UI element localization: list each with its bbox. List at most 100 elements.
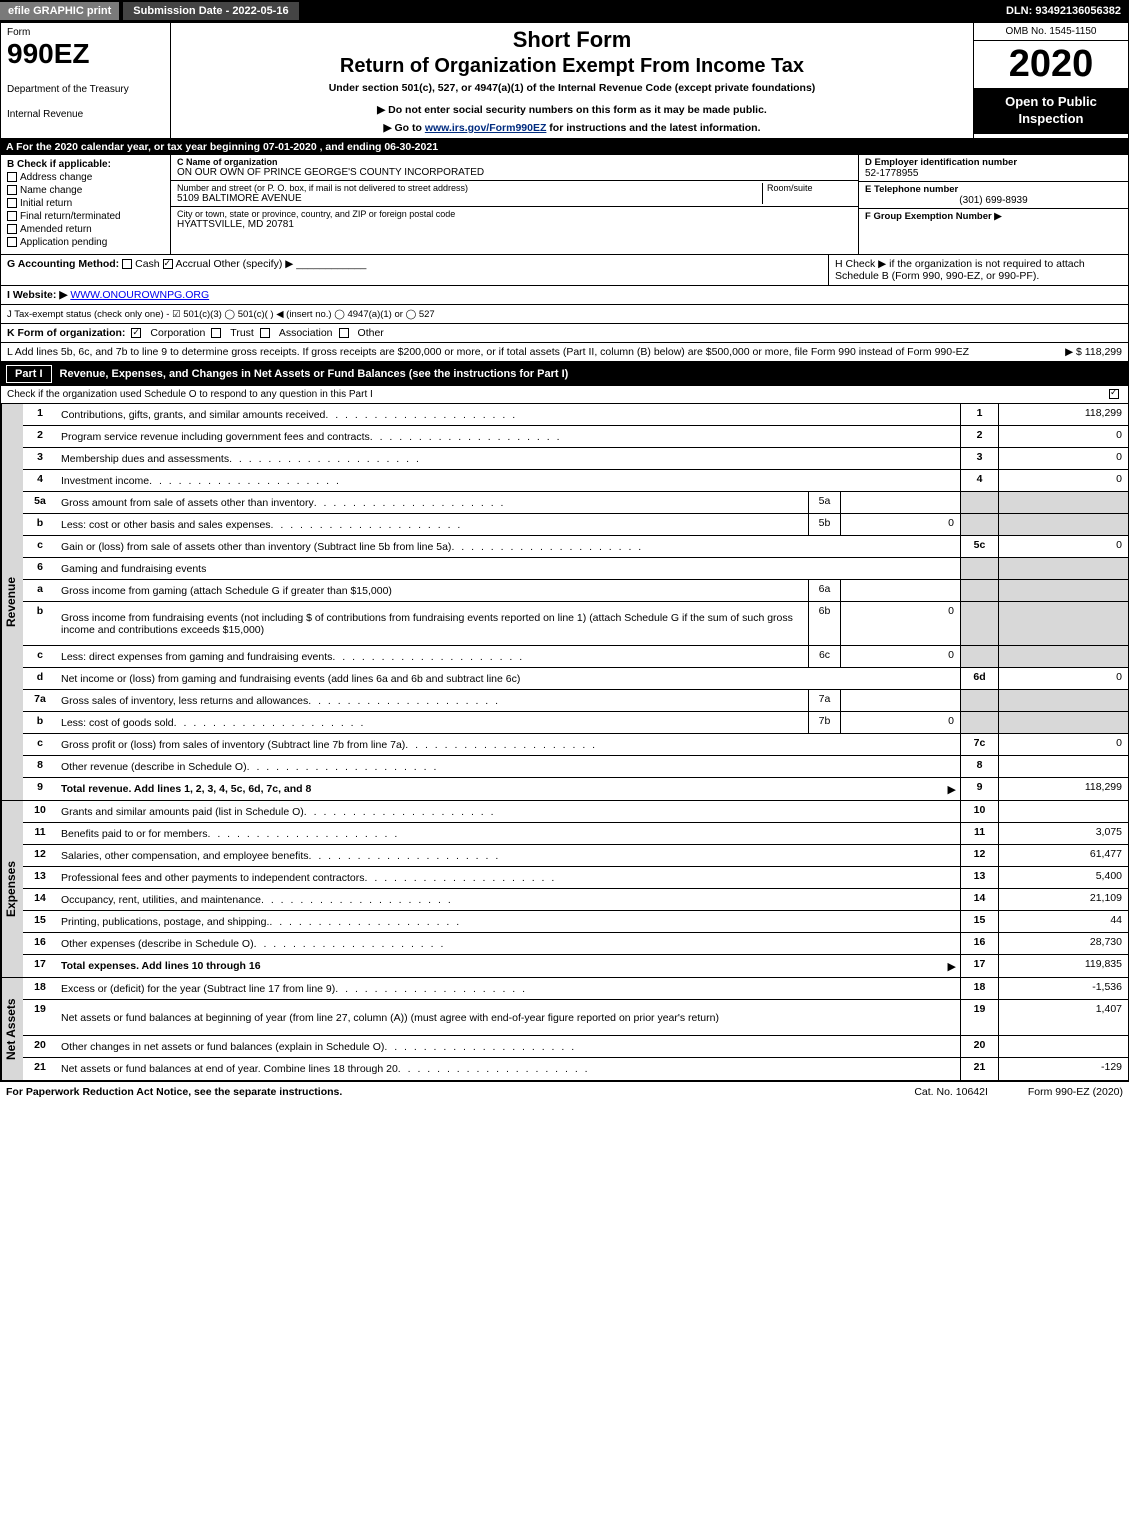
box-c-street: Number and street (or P. O. box, if mail… xyxy=(171,181,858,207)
box-c-name: C Name of organization ON OUR OWN OF PRI… xyxy=(171,155,858,181)
netassets-table: Net Assets 18Excess or (deficit) for the… xyxy=(0,978,1129,1081)
row-13: 13Professional fees and other payments t… xyxy=(23,867,1128,889)
line-l: L Add lines 5b, 6c, and 7b to line 9 to … xyxy=(0,343,1129,362)
row-15: 15Printing, publications, postage, and s… xyxy=(23,911,1128,933)
chk-application-pending[interactable]: Application pending xyxy=(7,237,164,248)
accrual-label: Accrual xyxy=(176,258,211,270)
box-b-title: B Check if applicable: xyxy=(7,159,164,170)
group-label: F Group Exemption Number ▶ xyxy=(865,211,1122,222)
chk-cash[interactable] xyxy=(122,259,132,269)
room-label: Room/suite xyxy=(767,183,852,193)
org-city: HYATTSVILLE, MD 20781 xyxy=(177,219,294,230)
row-12: 12Salaries, other compensation, and empl… xyxy=(23,845,1128,867)
expenses-side-label: Expenses xyxy=(1,801,23,977)
efile-print-label[interactable]: efile GRAPHIC print xyxy=(0,2,119,20)
corp-label: Corporation xyxy=(150,327,205,339)
open-inspection: Open to Public Inspection xyxy=(974,88,1128,134)
row-7a: 7aGross sales of inventory, less returns… xyxy=(23,690,1128,712)
row-8: 8Other revenue (describe in Schedule O)8 xyxy=(23,756,1128,778)
ssn-note: ▶ Do not enter social security numbers o… xyxy=(179,104,965,116)
expenses-body: 10Grants and similar amounts paid (list … xyxy=(23,801,1128,977)
chk-association[interactable] xyxy=(260,328,270,338)
row-2: 2Program service revenue including gover… xyxy=(23,426,1128,448)
box-b: B Check if applicable: Address change Na… xyxy=(1,155,171,254)
row-6b: bGross income from fundraising events (n… xyxy=(23,602,1128,646)
line-g-label: G Accounting Method: xyxy=(7,258,119,270)
netassets-body: 18Excess or (deficit) for the year (Subt… xyxy=(23,978,1128,1080)
footer-left: For Paperwork Reduction Act Notice, see … xyxy=(6,1086,874,1098)
chk-accrual[interactable] xyxy=(163,259,173,269)
row-5a: 5aGross amount from sale of assets other… xyxy=(23,492,1128,514)
chk-final-return[interactable]: Final return/terminated xyxy=(7,211,164,222)
footer-formref: Form 990-EZ (2020) xyxy=(1028,1086,1123,1098)
website-link[interactable]: WWW.ONOUROWNPG.ORG xyxy=(70,289,209,301)
omb-number: OMB No. 1545-1150 xyxy=(974,23,1128,41)
row-16: 16Other expenses (describe in Schedule O… xyxy=(23,933,1128,955)
form-number: 990EZ xyxy=(7,38,164,70)
header-right: OMB No. 1545-1150 2020 Open to Public In… xyxy=(973,23,1128,138)
box-c-name-label: C Name of organization xyxy=(177,157,278,167)
assoc-label: Association xyxy=(279,327,333,339)
row-4: 4Investment income40 xyxy=(23,470,1128,492)
part1-label: Part I xyxy=(6,365,52,383)
link-suffix: for instructions and the latest informat… xyxy=(546,122,760,134)
street-label: Number and street (or P. O. box, if mail… xyxy=(177,183,762,193)
revenue-side-label: Revenue xyxy=(1,404,23,800)
header-left: Form 990EZ Department of the Treasury In… xyxy=(1,23,171,138)
part1-title: Revenue, Expenses, and Changes in Net As… xyxy=(60,368,569,380)
row-11: 11Benefits paid to or for members113,075 xyxy=(23,823,1128,845)
form-label: Form xyxy=(7,27,164,38)
header-center: Short Form Return of Organization Exempt… xyxy=(171,23,973,138)
cash-label: Cash xyxy=(135,258,160,270)
line-k-label: K Form of organization: xyxy=(7,327,125,339)
line-i: I Website: ▶ WWW.ONOUROWNPG.ORG xyxy=(0,286,1129,305)
link-prefix: ▶ Go to xyxy=(384,122,425,134)
row-7b: bLess: cost of goods sold7b0 xyxy=(23,712,1128,734)
instructions-link-line: ▶ Go to www.irs.gov/Form990EZ for instru… xyxy=(179,122,965,134)
chk-schedule-o[interactable] xyxy=(1109,389,1119,399)
row-21: 21Net assets or fund balances at end of … xyxy=(23,1058,1128,1080)
title-return: Return of Organization Exempt From Incom… xyxy=(179,55,965,78)
chk-name-change[interactable]: Name change xyxy=(7,185,164,196)
row-6c: cLess: direct expenses from gaming and f… xyxy=(23,646,1128,668)
box-f-group: F Group Exemption Number ▶ xyxy=(859,209,1128,224)
chk-address-change[interactable]: Address change xyxy=(7,172,164,183)
irs-link[interactable]: www.irs.gov/Form990EZ xyxy=(425,122,547,134)
row-9: 9Total revenue. Add lines 1, 2, 3, 4, 5c… xyxy=(23,778,1128,800)
dln-number: DLN: 93492136056382 xyxy=(998,2,1129,20)
row-5c: cGain or (loss) from sale of assets othe… xyxy=(23,536,1128,558)
dept-irs: Internal Revenue xyxy=(7,109,164,120)
chk-amended-return[interactable]: Amended return xyxy=(7,224,164,235)
other-org-label: Other xyxy=(358,327,384,339)
title-short-form: Short Form xyxy=(179,27,965,53)
line-l-amount: ▶ $ 118,299 xyxy=(1065,346,1122,358)
line-k: K Form of organization: Corporation Trus… xyxy=(0,324,1129,343)
line-i-label: I Website: ▶ xyxy=(7,289,67,301)
schedule-o-note: Check if the organization used Schedule … xyxy=(7,389,373,400)
row-1: 1Contributions, gifts, grants, and simil… xyxy=(23,404,1128,426)
line-j: J Tax-exempt status (check only one) - ☑… xyxy=(0,305,1129,324)
chk-corporation[interactable] xyxy=(131,328,141,338)
box-e-phone: E Telephone number (301) 699-8939 xyxy=(859,182,1128,209)
org-street: 5109 BALTIMORE AVENUE xyxy=(177,193,762,204)
line-h: H Check ▶ if the organization is not req… xyxy=(828,255,1128,285)
chk-other-org[interactable] xyxy=(339,328,349,338)
ein-value: 52-1778955 xyxy=(865,168,1122,179)
box-d-ein: D Employer identification number 52-1778… xyxy=(859,155,1128,182)
chk-trust[interactable] xyxy=(211,328,221,338)
revenue-body: 1Contributions, gifts, grants, and simil… xyxy=(23,404,1128,800)
box-c: C Name of organization ON OUR OWN OF PRI… xyxy=(171,155,858,254)
line-g: G Accounting Method: Cash Accrual Other … xyxy=(1,255,828,285)
row-19: 19Net assets or fund balances at beginni… xyxy=(23,1000,1128,1036)
chk-initial-return[interactable]: Initial return xyxy=(7,198,164,209)
tax-year: 2020 xyxy=(974,41,1128,88)
netassets-side-label: Net Assets xyxy=(1,978,23,1080)
box-bcd-row: B Check if applicable: Address change Na… xyxy=(0,155,1129,255)
dept-treasury: Department of the Treasury xyxy=(7,84,164,95)
row-3: 3Membership dues and assessments30 xyxy=(23,448,1128,470)
row-20: 20Other changes in net assets or fund ba… xyxy=(23,1036,1128,1058)
form-header: Form 990EZ Department of the Treasury In… xyxy=(0,22,1129,139)
top-bar: efile GRAPHIC print Submission Date - 20… xyxy=(0,0,1129,22)
other-specify: Other (specify) ▶ xyxy=(213,258,293,270)
line-j-text: J Tax-exempt status (check only one) - ☑… xyxy=(7,309,435,320)
